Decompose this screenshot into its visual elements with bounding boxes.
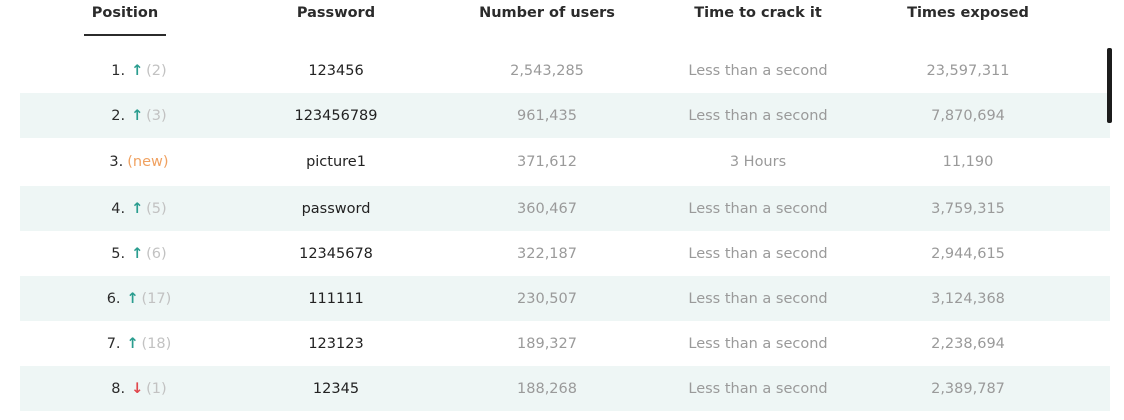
previous-rank: (5) [146, 200, 167, 217]
arrow-up-icon: ↑ [131, 245, 144, 262]
previous-rank: (2) [146, 62, 167, 79]
vertical-scrollbar-thumb[interactable] [1107, 48, 1112, 123]
users-cell: 371,612 [517, 154, 577, 170]
users-cell: 230,507 [517, 290, 577, 307]
users-cell: 188,268 [517, 380, 577, 397]
users-cell: 2,543,285 [510, 62, 584, 79]
times-exposed-cell: 11,190 [942, 154, 994, 170]
table-row: 5. ↑ (6) 12345678 322,187 Less than a se… [20, 231, 1110, 276]
times-exposed-cell: 2,238,694 [931, 335, 1005, 352]
times-exposed-cell: 23,597,311 [926, 62, 1010, 79]
arrow-up-icon: ↑ [126, 290, 139, 307]
time-to-crack-cell: Less than a second [688, 335, 828, 352]
password-cell: 12345 [312, 380, 360, 397]
previous-rank: (3) [146, 107, 167, 124]
password-cell: 123456 [308, 62, 364, 79]
table-body: 1. ↑ (2) 123456 2,543,285 Less than a se… [20, 48, 1110, 411]
position-cell: 2. ↑ (3) [84, 93, 194, 138]
position-cell: 4. ↑ (5) [84, 186, 194, 231]
position-cell: 1. ↑ (2) [84, 48, 194, 93]
table-row: 1. ↑ (2) 123456 2,543,285 Less than a se… [20, 48, 1110, 93]
rank-number: 6. [106, 290, 121, 307]
users-cell: 360,467 [517, 200, 577, 217]
arrow-up-icon: ↑ [131, 107, 144, 124]
rank-number: 3. [109, 154, 124, 170]
active-sort-underline [84, 34, 166, 36]
previous-rank: (1) [146, 380, 167, 397]
arrow-down-icon: ↓ [131, 380, 144, 397]
password-cell: 12345678 [299, 245, 373, 262]
previous-rank: (18) [141, 335, 172, 352]
password-cell: 123456789 [294, 107, 378, 124]
time-to-crack-cell: 3 Hours [729, 154, 787, 170]
password-cell: 111111 [308, 290, 364, 307]
rank-number: 7. [106, 335, 121, 352]
table-row: 3. (new) picture1 371,612 3 Hours 11,190 [20, 138, 1110, 186]
time-to-crack-cell: Less than a second [688, 62, 828, 79]
header-position-tab[interactable]: Position [91, 5, 159, 21]
users-cell: 322,187 [517, 245, 577, 262]
header-password[interactable]: Password [296, 5, 376, 21]
arrow-up-icon: ↑ [131, 62, 144, 79]
time-to-crack-cell: Less than a second [688, 200, 828, 217]
times-exposed-cell: 7,870,694 [931, 107, 1005, 124]
users-cell: 961,435 [517, 107, 577, 124]
rank-number: 4. [111, 200, 126, 217]
users-cell: 189,327 [517, 335, 577, 352]
previous-rank: (6) [146, 245, 167, 262]
position-cell: 8. ↓ (1) [84, 366, 194, 411]
times-exposed-cell: 3,759,315 [931, 200, 1005, 217]
time-to-crack-cell: Less than a second [688, 380, 828, 397]
time-to-crack-cell: Less than a second [688, 107, 828, 124]
password-cell: password [301, 200, 371, 217]
header-number-of-users[interactable]: Number of users [479, 5, 615, 21]
position-cell: 3. (new) [84, 138, 194, 186]
arrow-up-icon: ↑ [126, 335, 139, 352]
times-exposed-cell: 3,124,368 [931, 290, 1005, 307]
table-row: 4. ↑ (5) password 360,467 Less than a se… [20, 186, 1110, 231]
arrow-up-icon: ↑ [131, 200, 144, 217]
rank-number: 5. [111, 245, 126, 262]
time-to-crack-cell: Less than a second [688, 290, 828, 307]
table-row: 7. ↑ (18) 123123 189,327 Less than a sec… [20, 321, 1110, 366]
position-cell: 6. ↑ (17) [84, 276, 194, 321]
table-row: 6. ↑ (17) 111111 230,507 Less than a sec… [20, 276, 1110, 321]
password-cell: 123123 [308, 335, 364, 352]
times-exposed-cell: 2,389,787 [931, 380, 1005, 397]
rank-number: 1. [111, 62, 126, 79]
table-row: 2. ↑ (3) 123456789 961,435 Less than a s… [20, 93, 1110, 138]
table-row: 8. ↓ (1) 12345 188,268 Less than a secon… [20, 366, 1110, 411]
header-time-to-crack[interactable]: Time to crack it [694, 5, 822, 21]
rank-number: 8. [111, 380, 126, 397]
password-cell: picture1 [306, 154, 366, 170]
position-cell: 5. ↑ (6) [84, 231, 194, 276]
time-to-crack-cell: Less than a second [688, 245, 828, 262]
table-header: Position Password Number of users Time t… [0, 0, 1110, 40]
position-cell: 7. ↑ (18) [84, 321, 194, 366]
rank-number: 2. [111, 107, 126, 124]
previous-rank: (17) [141, 290, 172, 307]
header-times-exposed[interactable]: Times exposed [907, 5, 1029, 21]
new-entry-badge: (new) [127, 154, 169, 170]
times-exposed-cell: 2,944,615 [931, 245, 1005, 262]
